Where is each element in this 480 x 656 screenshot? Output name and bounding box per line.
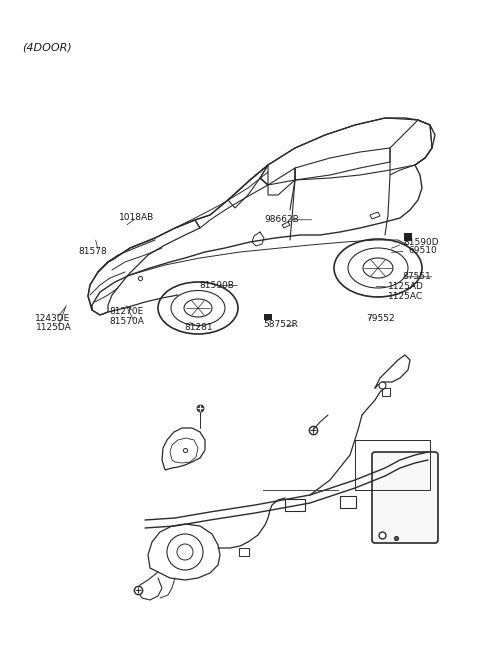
Bar [285, 499, 305, 511]
Text: 1125DA: 1125DA [36, 323, 72, 333]
Bar [382, 388, 390, 396]
Text: 81281: 81281 [185, 323, 214, 333]
Text: 98662B: 98662B [264, 215, 299, 224]
Bar [355, 440, 430, 490]
Text: 1243DE: 1243DE [35, 314, 70, 323]
Text: 79552: 79552 [366, 314, 395, 323]
Text: 58752R: 58752R [263, 320, 298, 329]
Text: 87551: 87551 [402, 272, 431, 281]
Text: 1018AB: 1018AB [119, 213, 154, 222]
Text: 1125AD: 1125AD [388, 282, 424, 291]
Text: 81578: 81578 [78, 247, 107, 256]
FancyBboxPatch shape [372, 452, 438, 543]
Text: 1125AC: 1125AC [388, 292, 423, 301]
Text: (4DOOR): (4DOOR) [22, 42, 72, 52]
Bar [404, 233, 412, 241]
Text: 81590B: 81590B [199, 281, 234, 290]
Text: 81570A: 81570A [109, 317, 144, 326]
Text: 81270E: 81270E [109, 307, 144, 316]
Bar [340, 496, 356, 508]
Bar [239, 548, 249, 556]
Text: 69510: 69510 [408, 246, 437, 255]
Bar [264, 314, 272, 320]
Text: 81590D: 81590D [403, 238, 439, 247]
